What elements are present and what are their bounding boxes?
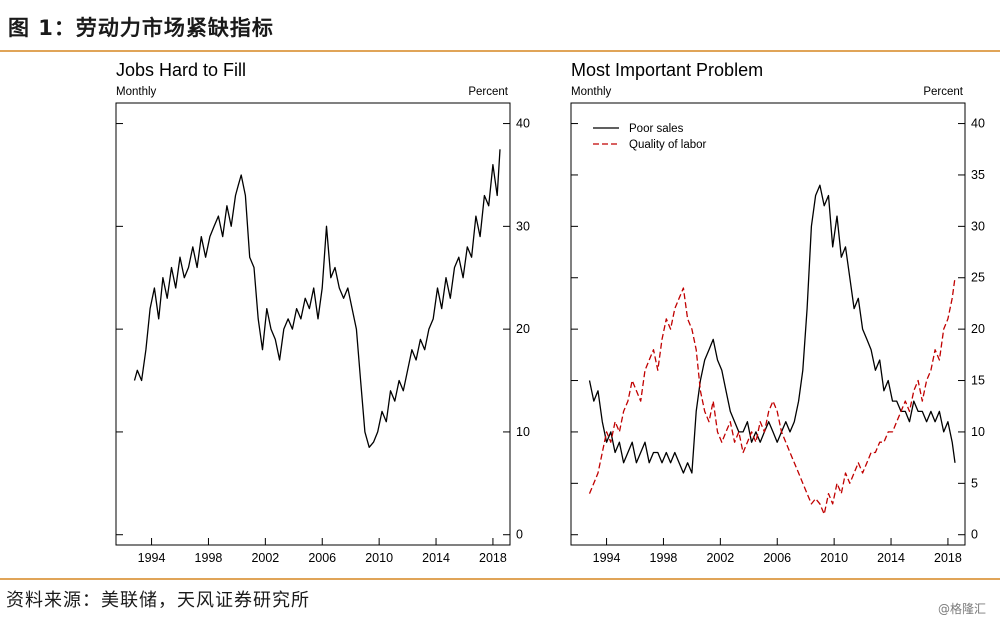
x-tick-label: 2002: [251, 551, 279, 565]
y-tick-label: 20: [971, 322, 985, 336]
x-tick-label: 1998: [195, 551, 223, 565]
bottom-divider: [0, 578, 1000, 580]
chart-panel-2: Most Important Problem Monthly Percent 0 5 10…: [570, 60, 985, 565]
chart-title: Jobs Hard to Fill: [116, 60, 246, 80]
legend-label: Poor sales: [629, 123, 684, 135]
x-tick-label: 2018: [934, 551, 962, 565]
plot-frame: [115, 102, 511, 546]
watermark-text: @格隆汇: [937, 602, 986, 616]
y-tick-label: 30: [971, 219, 985, 233]
x-tick-label: 2010: [365, 551, 393, 565]
x-tick-label: 2014: [877, 551, 905, 565]
frequency-label: Monthly: [571, 86, 612, 98]
x-tick-label: 1994: [593, 551, 621, 565]
x-tick-label: 1994: [138, 551, 166, 565]
x-tick-label: 2002: [706, 551, 734, 565]
series-line-quality-of-labor: [588, 277, 956, 515]
unit-label: Percent: [923, 86, 963, 98]
source-note: 资料来源：美联储，天风证券研究所: [6, 590, 310, 611]
top-divider: [0, 50, 1000, 52]
series-line-1: [133, 149, 501, 448]
y-tick-label: 0: [971, 528, 978, 542]
y-tick-label: 40: [516, 117, 530, 131]
chart-panel-1: Jobs Hard to Fill Monthly Percent 0 10 20 30 40…: [115, 60, 530, 565]
x-tick-label: 2006: [308, 551, 336, 565]
x-tick-label: 2006: [763, 551, 791, 565]
y-tick-label: 10: [516, 425, 530, 439]
chart-title: Most Important Problem: [571, 60, 763, 80]
y-tick-label: 5: [971, 476, 978, 490]
y-tick-label: 40: [971, 117, 985, 131]
x-tick-label: 1998: [650, 551, 678, 565]
y-tick-label: 0: [516, 528, 523, 542]
plot-frame: [570, 102, 966, 546]
y-tick-label: 15: [971, 374, 985, 388]
frequency-label: Monthly: [116, 86, 157, 98]
legend-label: Quality of labor: [629, 139, 707, 151]
y-tick-label: 10: [971, 425, 985, 439]
y-tick-label: 20: [516, 322, 530, 336]
figure-title: 图 1：劳动力市场紧缺指标: [8, 16, 274, 40]
y-tick-label: 35: [971, 168, 985, 182]
y-tick-label: 25: [971, 271, 985, 285]
series-line-poor-sales: [588, 184, 956, 474]
x-tick-label: 2010: [820, 551, 848, 565]
y-tick-label: 30: [516, 219, 530, 233]
unit-label: Percent: [468, 86, 508, 98]
x-tick-label: 2014: [422, 551, 450, 565]
x-tick-label: 2018: [479, 551, 507, 565]
